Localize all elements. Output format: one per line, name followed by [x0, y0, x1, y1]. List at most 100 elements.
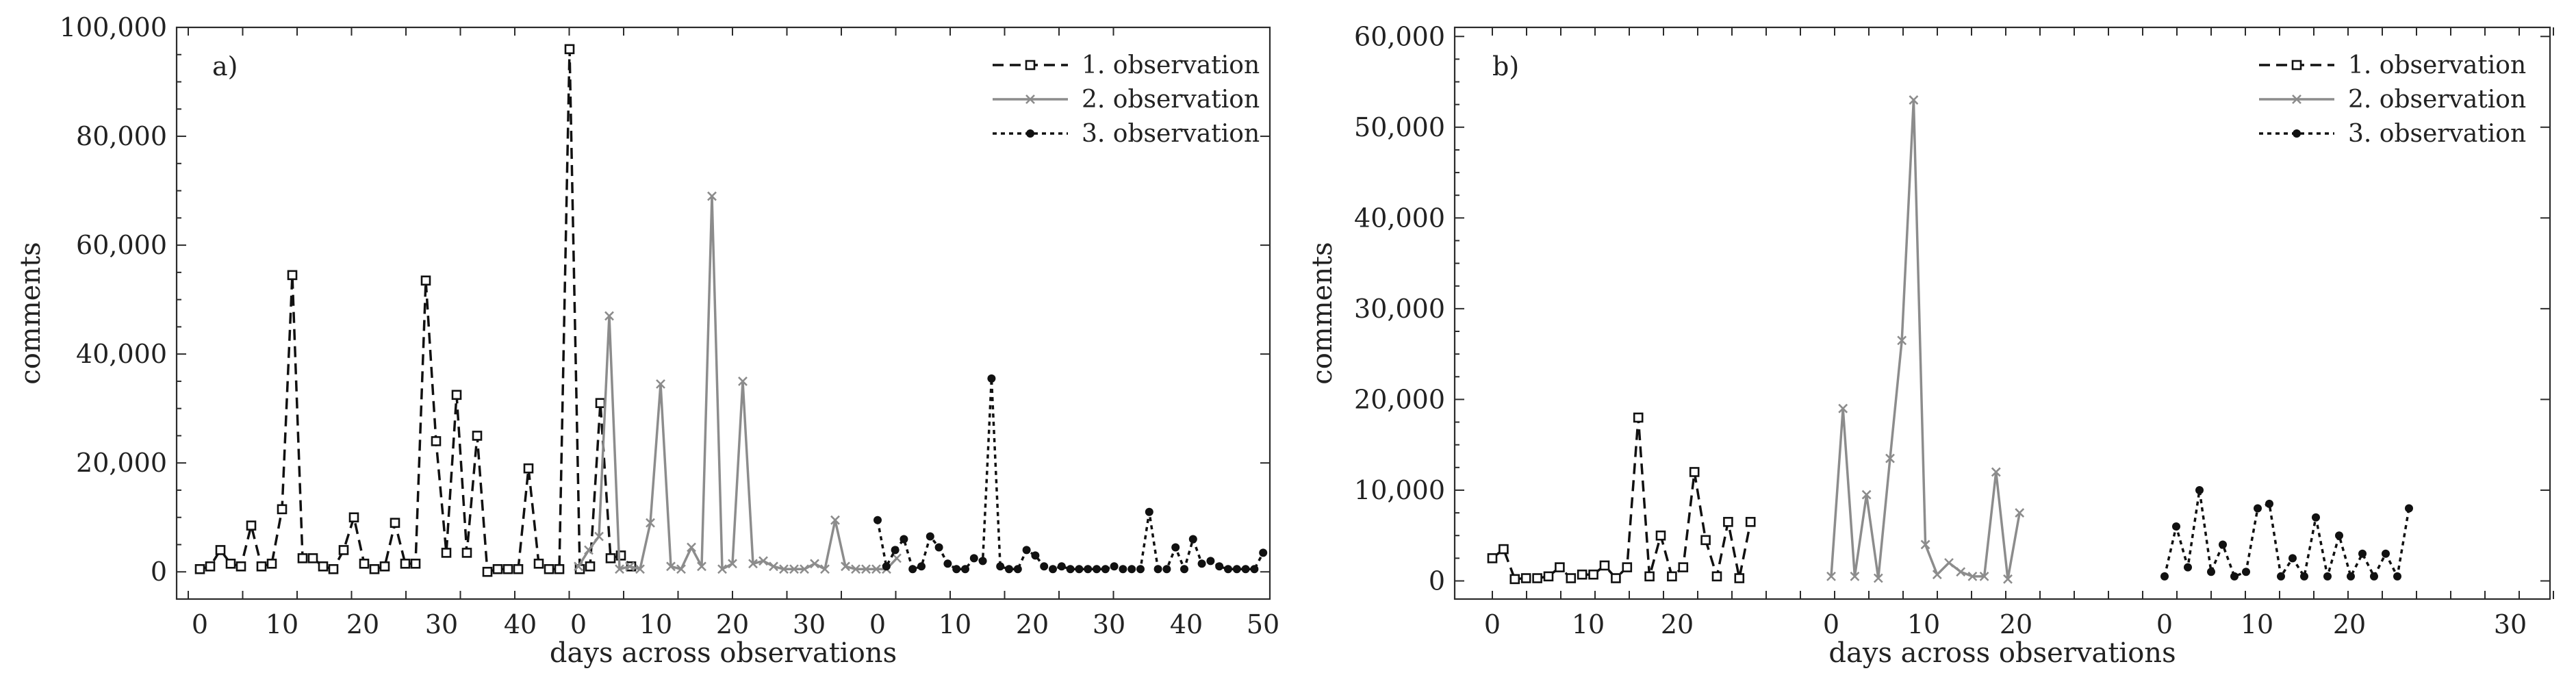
data-point	[1171, 543, 1180, 552]
data-point	[996, 562, 1005, 571]
data-point	[564, 44, 575, 55]
data-point	[1838, 403, 1848, 414]
data-point	[1956, 567, 1966, 577]
data-point	[1979, 571, 1989, 581]
data-point	[1197, 559, 1206, 568]
data-point	[800, 564, 809, 574]
data-point	[748, 559, 758, 569]
data-point	[2300, 572, 2308, 581]
data-point	[871, 564, 881, 574]
data-point	[917, 562, 926, 571]
y-tick-label: 60,000	[1354, 21, 1445, 51]
data-point	[1944, 558, 1954, 568]
data-point	[1206, 557, 1215, 566]
x-tick-label: 30	[425, 609, 458, 639]
legend-marker	[2292, 94, 2301, 104]
x-tick-label: 20	[1661, 609, 1694, 639]
data-point	[472, 431, 483, 441]
data-point	[348, 512, 359, 523]
data-point	[2335, 531, 2343, 540]
data-point	[861, 564, 871, 574]
x-tick-label: 0	[869, 609, 886, 639]
plot-frame	[1453, 26, 2551, 600]
legend-label-2: 2. observation	[1082, 86, 1260, 114]
x-tick-label: 20	[346, 609, 379, 639]
data-point	[605, 553, 616, 563]
y-tick-label: 0	[1429, 566, 1445, 596]
data-point	[1232, 565, 1241, 574]
data-point	[205, 561, 216, 572]
data-point	[1040, 562, 1049, 571]
series-line-3	[2163, 489, 2410, 578]
data-point	[1667, 571, 1677, 582]
y-tick-label: 40,000	[1354, 203, 1445, 233]
data-point	[1250, 565, 1259, 574]
data-point	[1180, 565, 1188, 574]
panel-label: b)	[1492, 51, 1519, 81]
y-tick-label: 100,000	[60, 12, 167, 42]
data-point	[544, 563, 554, 574]
data-point	[758, 556, 768, 566]
data-point	[574, 561, 583, 572]
data-point	[789, 564, 799, 574]
data-point	[666, 561, 676, 572]
data-point	[379, 561, 390, 572]
data-point	[656, 379, 665, 389]
data-point	[2370, 572, 2378, 581]
data-point	[625, 561, 635, 572]
data-point	[431, 436, 442, 446]
data-point	[1655, 530, 1666, 541]
data-point	[2242, 568, 2250, 576]
data-point	[1057, 562, 1066, 571]
y-tick-label: 10,000	[1354, 475, 1445, 505]
data-point	[1259, 548, 1268, 557]
data-point	[926, 532, 934, 541]
data-point	[1723, 517, 1733, 527]
x-tick-label: 0	[2156, 609, 2173, 639]
data-point	[390, 518, 400, 528]
data-point	[1509, 574, 1520, 585]
data-point	[523, 463, 534, 474]
data-point	[1850, 571, 1860, 581]
legend-label-3: 3. observation	[1082, 120, 1260, 148]
data-point	[943, 559, 952, 568]
data-point	[194, 563, 205, 574]
data-point	[717, 564, 727, 574]
data-point	[2254, 504, 2262, 513]
data-point	[1049, 565, 1057, 574]
data-point	[246, 520, 257, 531]
data-point	[1566, 573, 1577, 583]
panel-label: a)	[212, 51, 238, 81]
x-tick-label: 10	[639, 609, 672, 639]
data-point	[728, 559, 737, 569]
data-point	[908, 565, 917, 574]
data-point	[2003, 574, 2013, 584]
legend-label-1: 1. observation	[1082, 51, 1260, 79]
data-point	[934, 543, 943, 552]
y-tick-label: 50,000	[1354, 112, 1445, 142]
data-point	[1909, 95, 1919, 105]
data-point	[492, 563, 503, 574]
y-tick-label: 0	[151, 557, 167, 587]
data-point	[1873, 573, 1883, 583]
plot-frame	[175, 26, 1271, 600]
data-point	[1188, 535, 1197, 544]
data-point	[961, 565, 969, 574]
x-tick-label: 10	[1907, 609, 1940, 639]
data-point	[1499, 544, 1509, 555]
data-point	[851, 564, 860, 574]
data-point	[1110, 562, 1119, 571]
data-point	[2219, 540, 2227, 549]
data-point	[307, 553, 318, 563]
data-point	[410, 559, 421, 569]
data-point	[502, 563, 513, 574]
data-point	[2230, 572, 2239, 581]
data-point	[1745, 517, 1756, 527]
data-point	[1920, 539, 1930, 550]
data-point	[900, 535, 908, 544]
panel-b: 0 10,000 20,000 30,000 40,000 50,000 60,000 0 10…	[1307, 21, 2554, 669]
x-tick-label: 0	[570, 609, 587, 639]
data-point	[225, 559, 236, 569]
x-tick-label: 30	[1093, 609, 1125, 639]
x-axis-label: days across observations	[550, 637, 897, 669]
